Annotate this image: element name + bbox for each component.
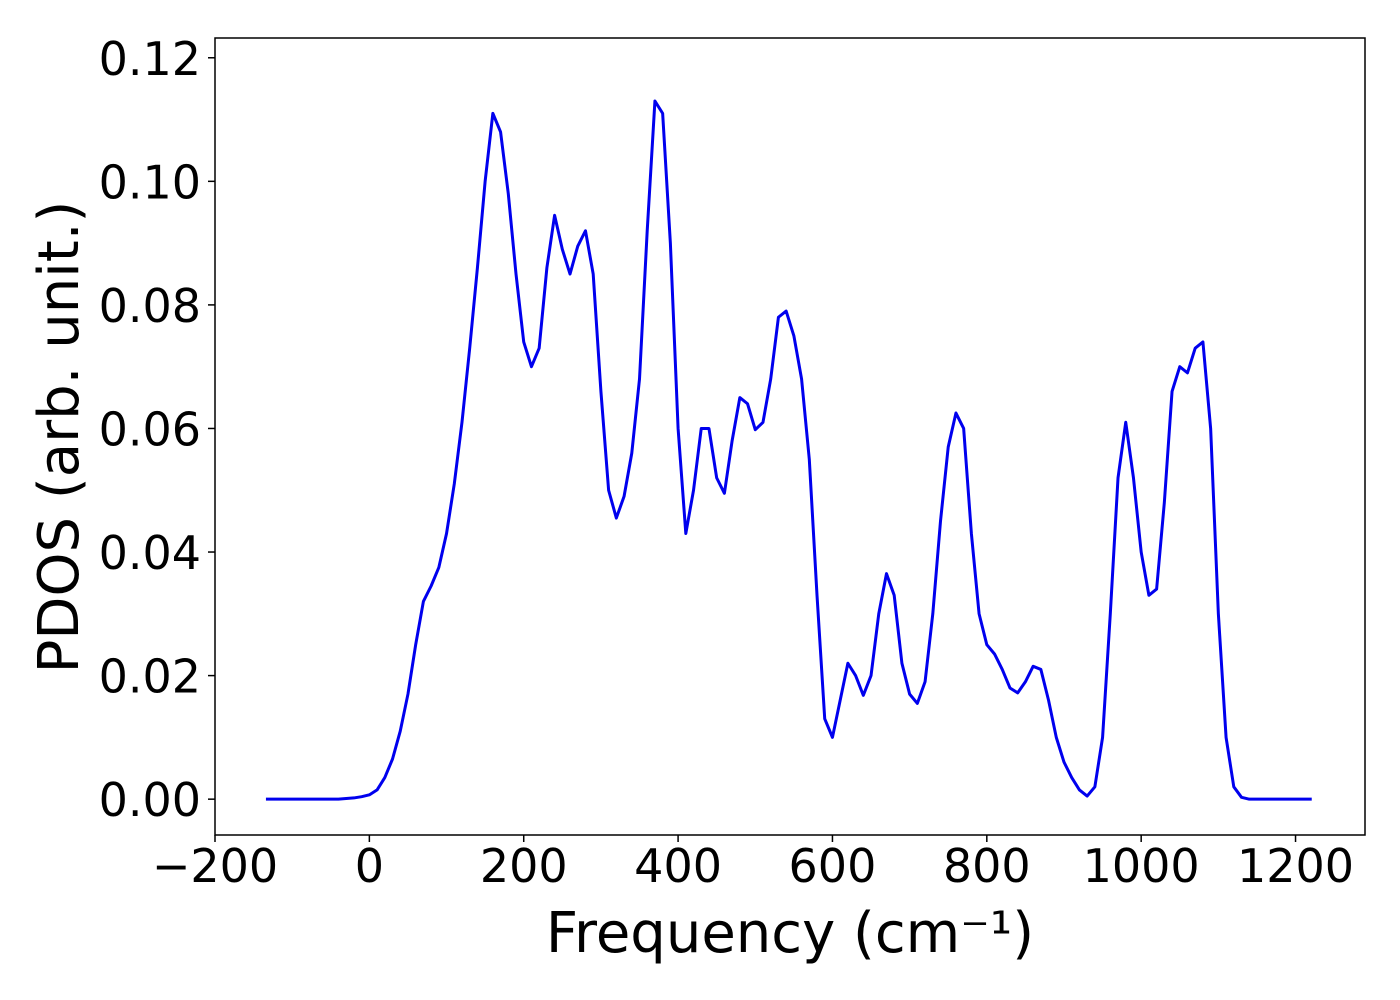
x-tick-label: 0 (355, 839, 384, 893)
x-tick-label: 1200 (1237, 839, 1354, 893)
y-tick-label: 0.06 (99, 402, 201, 456)
y-tick-label: 0.04 (99, 526, 201, 580)
y-axis-label: PDOS (arb. unit.) (27, 201, 92, 674)
y-tick-label: 0.10 (99, 155, 201, 209)
x-tick-label: 800 (943, 839, 1031, 893)
data-line (265, 99, 1312, 801)
x-axis-label: Frequency (cm⁻¹) (546, 901, 1034, 966)
y-tick-label: 0.08 (99, 279, 201, 333)
x-tick-label: 400 (634, 839, 722, 893)
x-tick-label: 1000 (1083, 839, 1200, 893)
y-tick-label: 0.12 (99, 32, 201, 86)
x-tick-label: −200 (152, 839, 278, 893)
plot-frame (214, 37, 1366, 836)
y-tick-label: 0.02 (99, 650, 201, 704)
x-tick-label: 200 (480, 839, 568, 893)
x-tick-label: 600 (789, 839, 877, 893)
y-tick-label: 0.00 (99, 773, 201, 827)
